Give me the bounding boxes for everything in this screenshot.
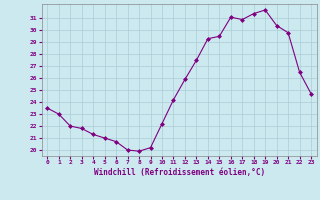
X-axis label: Windchill (Refroidissement éolien,°C): Windchill (Refroidissement éolien,°C)	[94, 168, 265, 177]
